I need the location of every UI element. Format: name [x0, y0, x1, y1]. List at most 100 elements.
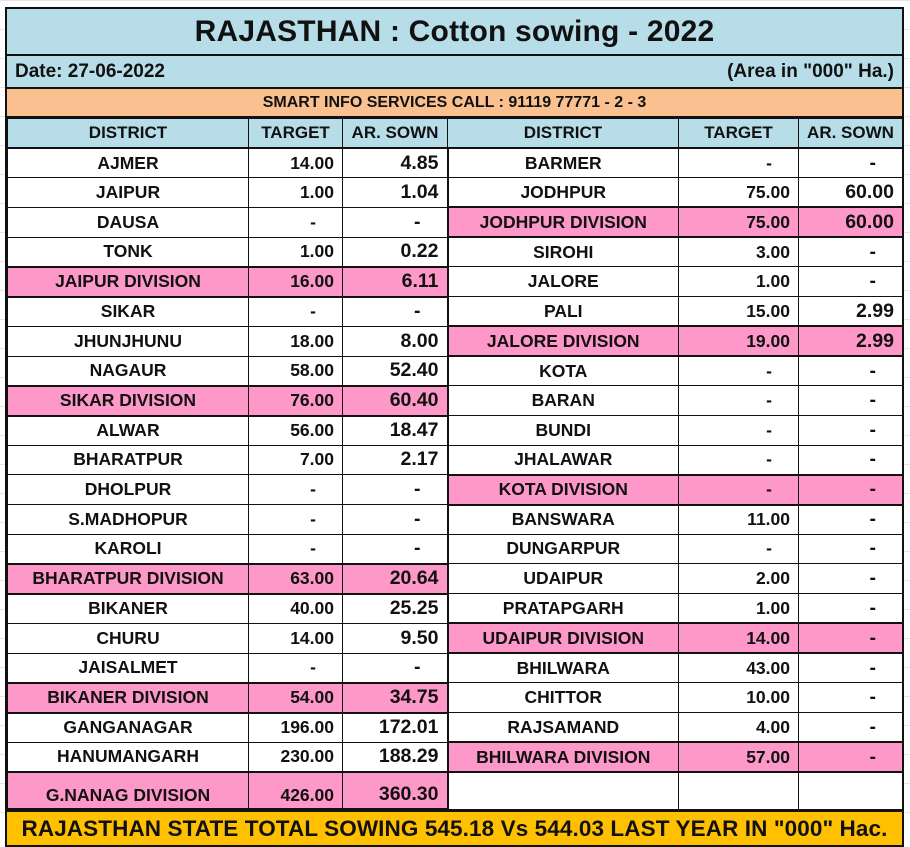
- district-target-cell: -: [678, 355, 799, 386]
- district-target-cell: 14.00: [248, 147, 343, 178]
- district-sown-cell: 188.29: [342, 741, 449, 773]
- district-sown-cell: 2.99: [798, 296, 903, 327]
- district-name-cell: DAUSA: [7, 206, 249, 238]
- division-target-cell: 57.00: [678, 741, 799, 773]
- table-row: TONK 1.00 0.22 SIROHI 3.00-: [7, 236, 903, 267]
- district-name-cell: [447, 771, 679, 810]
- district-name-cell: JALORE: [447, 266, 679, 297]
- table-row: HANUMANGARH 230.00 188.29 BHILWARA DIVISION…: [7, 741, 903, 773]
- district-sown-cell: 25.25: [342, 593, 449, 624]
- district-sown-cell: 9.50: [342, 622, 449, 654]
- division-name-cell: BIKANER DIVISION: [7, 681, 249, 714]
- district-target-cell: 1.00: [248, 236, 343, 267]
- table-row: GANGANAGAR 196.00 172.01 RAJSAMAND 4.00-: [7, 712, 903, 743]
- district-target-cell: -: [248, 296, 343, 327]
- district-name-cell: HANUMANGARH: [7, 741, 249, 773]
- district-target-cell: -: [248, 504, 343, 535]
- district-name-cell: BARMER: [447, 147, 679, 178]
- district-sown-cell: -: [798, 236, 903, 267]
- district-target-cell: -: [678, 385, 799, 416]
- district-name-cell: DUNGARPUR: [447, 533, 679, 564]
- district-sown-cell: 18.47: [342, 415, 449, 446]
- district-target-cell: -: [678, 533, 799, 564]
- column-header-target: TARGET: [248, 118, 343, 149]
- district-target-cell: 10.00: [678, 682, 799, 713]
- district-sown-cell: -: [342, 504, 449, 535]
- district-sown-cell: -: [342, 206, 449, 238]
- district-sown-cell: -: [798, 415, 903, 446]
- column-header-district: DISTRICT: [7, 118, 249, 149]
- table-row: SIKAR - - PALI 15.00 2.99: [7, 296, 903, 327]
- district-name-cell: SIKAR: [7, 296, 249, 327]
- district-sown-cell: -: [798, 147, 903, 178]
- district-name-cell: CHURU: [7, 622, 249, 654]
- district-sown-cell: -: [798, 504, 903, 535]
- district-name-cell: UDAIPUR: [447, 563, 679, 594]
- division-name-cell: G.NANAG DIVISION: [7, 771, 249, 810]
- column-header-sown: AR. SOWN: [798, 118, 903, 149]
- district-name-cell: TONK: [7, 236, 249, 267]
- district-sown-cell: -: [342, 474, 449, 505]
- district-sown-cell: -: [798, 712, 903, 743]
- table-row: BIKANER 40.00 25.25 PRATAPGARH 1.00-: [7, 593, 903, 624]
- division-target-cell: 426.00: [248, 771, 343, 810]
- district-sown-cell: 4.85: [342, 147, 449, 178]
- division-sown-cell: 2.99: [798, 325, 903, 357]
- district-sown-cell: -: [798, 385, 903, 416]
- district-target-cell: 4.00: [678, 712, 799, 743]
- table-row: BHARATPUR DIVISION 63.00 20.64 UDAIPUR 2.00-: [7, 562, 903, 595]
- division-sown-cell: -: [798, 473, 903, 506]
- district-name-cell: BARAN: [447, 385, 679, 416]
- district-sown-cell: 2.17: [342, 444, 449, 475]
- table-row: JAIPUR DIVISION 16.00 6.11 JALORE 1.00-: [7, 265, 903, 298]
- table-row: JAISALMET - - BHILWARA 43.00-: [7, 652, 903, 683]
- table-row: CHURU 14.00 9.50 UDAIPUR DIVISION 14.00-: [7, 622, 903, 654]
- table-row: KAROLI - - DUNGARPUR - -: [7, 533, 903, 564]
- district-target-cell: 75.00: [678, 177, 799, 208]
- district-name-cell: JAISALMET: [7, 652, 249, 683]
- district-name-cell: KOTA: [447, 355, 679, 386]
- district-name-cell: GANGANAGAR: [7, 712, 249, 743]
- district-target-cell: 7.00: [248, 444, 343, 475]
- date-row: Date: 27-06-2022 (Area in "000" Ha.): [7, 56, 902, 89]
- district-name-cell: BANSWARA: [447, 504, 679, 535]
- contact-banner: SMART INFO SERVICES CALL : 91119 77771 -…: [7, 89, 902, 118]
- district-target-cell: 56.00: [248, 415, 343, 446]
- division-name-cell: JALORE DIVISION: [447, 325, 679, 357]
- district-name-cell: JHALAWAR: [447, 444, 679, 475]
- table-row: ALWAR 56.00 18.47 BUNDI - -: [7, 415, 903, 446]
- area-unit-note: (Area in "000" Ha.): [727, 60, 894, 82]
- district-name-cell: PRATAPGARH: [447, 593, 679, 624]
- table-row: SIKAR DIVISION 76.00 60.40 BARAN - -: [7, 384, 903, 417]
- division-sown-cell: 360.30: [342, 771, 449, 810]
- district-sown-cell: 1.04: [342, 177, 449, 208]
- division-name-cell: BHARATPUR DIVISION: [7, 562, 249, 595]
- district-sown-cell: -: [798, 444, 903, 475]
- table-row: DHOLPUR - - KOTA DIVISION - -: [7, 473, 903, 506]
- division-sown-cell: 60.40: [342, 384, 449, 417]
- district-target-cell: 40.00: [248, 593, 343, 624]
- column-header-sown: AR. SOWN: [342, 118, 448, 149]
- district-target-cell: 196.00: [248, 712, 343, 743]
- district-name-cell: JODHPUR: [447, 177, 679, 208]
- column-header-district: DISTRICT: [447, 118, 679, 149]
- division-name-cell: JODHPUR DIVISION: [447, 206, 679, 238]
- table-row: BHARATPUR 7.00 2.17 JHALAWAR - -: [7, 444, 903, 475]
- sowing-table: DISTRICT TARGET AR. SOWN DISTRICT TARGET…: [7, 118, 903, 810]
- district-name-cell: BIKANER: [7, 593, 249, 624]
- division-target-cell: 14.00: [678, 622, 799, 654]
- district-sown-cell: -: [798, 682, 903, 713]
- cotton-sowing-report: RAJASTHAN : Cotton sowing - 2022 Date: 2…: [5, 7, 904, 847]
- division-target-cell: 19.00: [678, 325, 799, 357]
- table-row: DAUSA - - JODHPUR DIVISION 75.00 60.00: [7, 206, 903, 238]
- state-total-bar: RAJASTHAN STATE TOTAL SOWING 545.18 Vs 5…: [7, 810, 902, 845]
- district-name-cell: CHITTOR: [447, 682, 679, 713]
- district-name-cell: ALWAR: [7, 415, 249, 446]
- district-name-cell: DHOLPUR: [7, 474, 249, 505]
- district-target-cell: 58.00: [248, 355, 343, 386]
- district-target-cell: 18.00: [248, 325, 343, 357]
- district-target-cell: 1.00: [678, 266, 799, 297]
- district-target-cell: 15.00: [678, 296, 799, 327]
- division-sown-cell: 20.64: [342, 562, 449, 595]
- district-name-cell: SIROHI: [447, 236, 679, 267]
